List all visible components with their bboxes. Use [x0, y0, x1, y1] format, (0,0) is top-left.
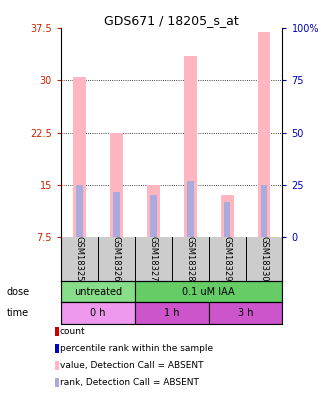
Text: GSM18328: GSM18328: [186, 237, 195, 282]
Bar: [150, 195, 157, 237]
Bar: [224, 202, 230, 237]
Bar: [135, 281, 282, 302]
Text: count: count: [59, 327, 85, 336]
Text: GSM18326: GSM18326: [112, 237, 121, 282]
Text: GSM18330: GSM18330: [259, 237, 269, 282]
Bar: [113, 192, 120, 237]
Bar: [261, 185, 267, 237]
Text: GSM18329: GSM18329: [222, 237, 232, 282]
Bar: [61, 281, 135, 302]
Bar: [209, 302, 282, 324]
Bar: [184, 56, 197, 237]
Bar: [76, 185, 83, 237]
Text: GSM18327: GSM18327: [149, 237, 158, 282]
Text: percentile rank within the sample: percentile rank within the sample: [59, 344, 213, 353]
Text: rank, Detection Call = ABSENT: rank, Detection Call = ABSENT: [59, 378, 198, 387]
Bar: [221, 195, 234, 237]
Text: 3 h: 3 h: [238, 308, 253, 318]
Text: time: time: [6, 308, 29, 318]
Bar: [187, 181, 194, 237]
Text: 1 h: 1 h: [164, 308, 179, 318]
Bar: [147, 185, 160, 237]
Text: value, Detection Call = ABSENT: value, Detection Call = ABSENT: [59, 361, 203, 370]
Text: untreated: untreated: [74, 287, 122, 296]
Bar: [135, 302, 209, 324]
Text: 0 h: 0 h: [90, 308, 106, 318]
Title: GDS671 / 18205_s_at: GDS671 / 18205_s_at: [104, 14, 239, 27]
Text: GSM18325: GSM18325: [75, 237, 84, 282]
Text: 0.1 uM IAA: 0.1 uM IAA: [182, 287, 235, 296]
Bar: [61, 302, 135, 324]
Text: dose: dose: [6, 287, 30, 296]
Bar: [257, 32, 271, 237]
Bar: [73, 77, 86, 237]
Bar: [110, 132, 123, 237]
